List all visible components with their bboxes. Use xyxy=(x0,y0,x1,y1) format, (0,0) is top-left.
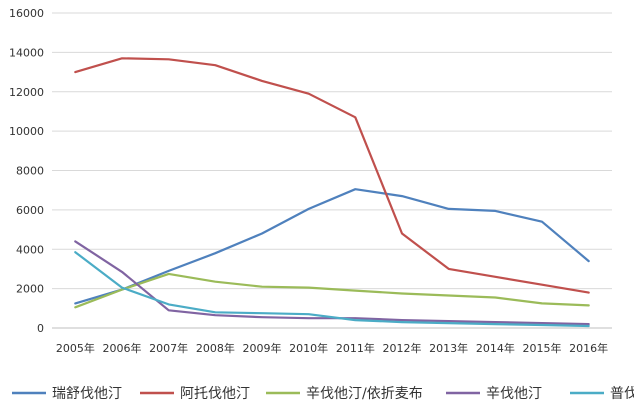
series-line-3 xyxy=(74,240,590,326)
y-tick-label: 10000 xyxy=(9,125,44,138)
legend-label: 辛伐他汀 xyxy=(486,386,542,402)
y-tick-label: 14000 xyxy=(9,46,44,59)
x-tick-label: 2015年 xyxy=(523,341,562,355)
y-axis-tick-labels: 0 2000 4000 6000 8000 10000 12000 14000 16000 xyxy=(9,7,44,335)
x-tick-label: 2016年 xyxy=(569,341,608,355)
legend-label: 普伐他汀 xyxy=(610,386,634,402)
x-tick-label: 2007年 xyxy=(149,341,188,355)
legend-label: 辛伐他汀/依折麦布 xyxy=(306,386,423,402)
legend-label: 阿托伐他汀 xyxy=(180,386,250,402)
x-tick-label: 2013年 xyxy=(429,341,468,355)
series-line-0 xyxy=(74,188,590,305)
series-line-4 xyxy=(74,251,590,328)
y-tick-label: 12000 xyxy=(9,86,44,99)
gridlines xyxy=(52,12,612,290)
y-tick-label: 8000 xyxy=(16,165,44,178)
x-tick-label: 2012年 xyxy=(383,341,422,355)
y-tick-label: 0 xyxy=(37,322,44,335)
x-tick-label: 2014年 xyxy=(476,341,515,355)
series-line-1 xyxy=(74,57,590,294)
x-tick-label: 2009年 xyxy=(243,341,282,355)
series-lines xyxy=(74,57,590,328)
x-tick-label: 2008年 xyxy=(196,341,235,355)
y-tick-label: 6000 xyxy=(16,204,44,217)
x-axis-tick-labels: 2005年 2006年 2007年 2008年 2009年 2010年 2011年 2012年… xyxy=(56,341,608,355)
x-tick-label: 2011年 xyxy=(336,341,375,355)
x-tick-label: 2005年 xyxy=(56,341,95,355)
legend: 瑞舒伐他汀 阿托伐他汀 辛伐他汀/依折麦布 辛伐他汀 普伐他汀 xyxy=(12,386,634,402)
series-line-2 xyxy=(74,272,590,309)
x-tick-label: 2010年 xyxy=(289,341,328,355)
legend-label: 瑞舒伐他汀 xyxy=(52,386,122,402)
x-tick-label: 2006年 xyxy=(103,341,142,355)
y-tick-label: 4000 xyxy=(16,243,44,256)
y-tick-label: 2000 xyxy=(16,283,44,296)
y-tick-label: 16000 xyxy=(9,7,44,20)
